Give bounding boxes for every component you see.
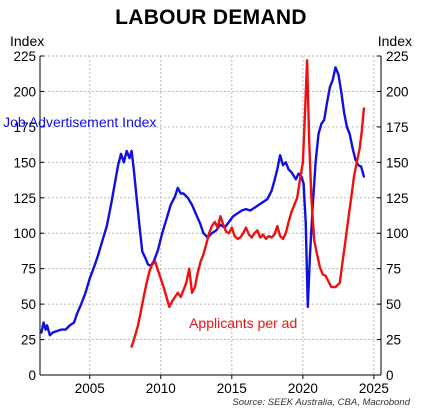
y-tick-label-left: 0 [28, 368, 36, 383]
y-tick-label-right: 100 [386, 226, 409, 241]
y-tick-label-left: 225 [13, 49, 36, 64]
job-index-label: Job Advertisement Index [3, 114, 156, 130]
y-tick-label-left: 25 [21, 333, 36, 348]
y-tick-label-right: 175 [386, 120, 409, 135]
x-tick-label: 2020 [288, 381, 318, 396]
x-tick-label: 2015 [217, 381, 247, 396]
y-tick-label-left: 75 [21, 262, 36, 277]
axes [39, 55, 382, 379]
y-tick-label-right: 50 [386, 297, 401, 312]
y-tick-label-right: 25 [386, 333, 401, 348]
y-tick-label-right: 0 [386, 368, 394, 383]
grid-lines [40, 55, 381, 375]
y-tick-label-left: 50 [21, 297, 36, 312]
series-lines [40, 59, 366, 348]
applicants-label: Applicants per ad [189, 315, 297, 331]
source-note: Source: SEEK Australia, CBA, Macrobond [232, 397, 410, 408]
y-tick-label-right: 75 [386, 262, 401, 277]
x-tick-label: 2010 [146, 381, 176, 396]
annotations: Job Advertisement Index Applicants per ad [3, 114, 297, 331]
right-axis-unit: Index [377, 33, 412, 49]
x-tick-label: 2025 [359, 381, 389, 396]
y-tick-label-right: 150 [386, 155, 409, 170]
left-axis-unit: Index [10, 33, 45, 49]
y-tick-label-right: 200 [386, 84, 409, 99]
tick-labels: 0 0 25 25 50 50 75 75 100 100 125 125 150 150 175 175 20… [13, 49, 408, 396]
y-tick-label-left: 175 [13, 120, 36, 135]
y-tick-label-left: 125 [13, 191, 36, 206]
x-tick-label: 2005 [75, 381, 105, 396]
y-tick-label-left: 150 [13, 155, 36, 170]
applicants-per-ad-line [130, 59, 366, 348]
y-tick-label-left: 100 [13, 226, 36, 241]
y-tick-label-left: 200 [13, 84, 36, 99]
chart-title: LABOUR DEMAND [115, 6, 307, 29]
y-tick-label-right: 225 [386, 49, 409, 64]
y-tick-label-right: 125 [386, 191, 409, 206]
